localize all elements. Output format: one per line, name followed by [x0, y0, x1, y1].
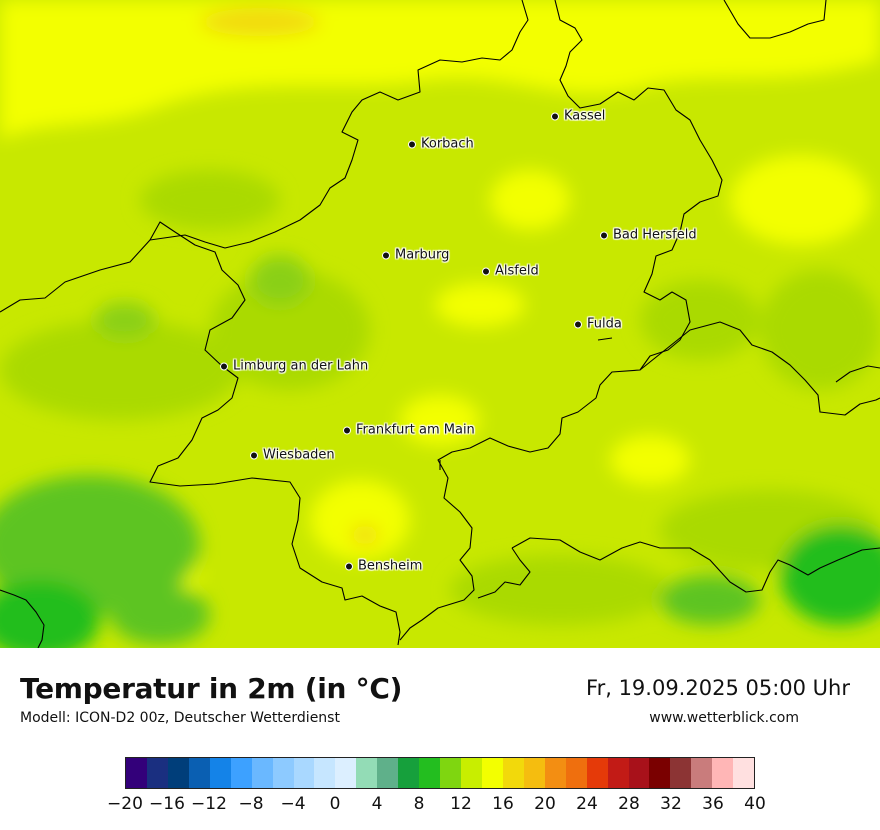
- color-scale-segment: [565, 758, 587, 788]
- city-marker-fulda: Fulda: [574, 317, 622, 332]
- color-scale-segment: [419, 758, 441, 788]
- map-title: Temperatur in 2m (in °C): [20, 672, 403, 705]
- color-scale-tick-label: 28: [618, 794, 640, 814]
- city-dot: [574, 320, 582, 328]
- color-scale-segment: [314, 758, 336, 788]
- city-marker-limburg: Limburg an der Lahn: [220, 359, 368, 374]
- color-scale-tick-label: 12: [450, 794, 472, 814]
- color-scale-segment: [628, 758, 650, 788]
- city-dot: [482, 267, 490, 275]
- city-label: Bad Hersfeld: [613, 227, 697, 243]
- color-scale-segment: [230, 758, 252, 788]
- color-scale-segment: [691, 758, 713, 788]
- color-scale-segment: [293, 758, 315, 788]
- color-scale-segment: [335, 758, 357, 788]
- city-dot: [345, 562, 353, 570]
- color-scale-segment: [481, 758, 503, 788]
- city-marker-wiesbaden: Wiesbaden: [250, 448, 335, 463]
- city-dot: [343, 426, 351, 434]
- color-scale-segment: [544, 758, 566, 788]
- city-label: Kassel: [564, 108, 606, 124]
- city-marker-alsfeld: Alsfeld: [482, 264, 539, 279]
- city-dot: [382, 251, 390, 259]
- city-label: Limburg an der Lahn: [233, 358, 369, 374]
- color-scale-segment: [167, 758, 189, 788]
- city-marker-bensheim: Bensheim: [345, 559, 422, 574]
- temperature-map: Kassel Korbach Bad Hersfeld Marburg Alsf…: [0, 0, 880, 648]
- color-scale-segment: [146, 758, 168, 788]
- map-canvas: [0, 0, 880, 648]
- color-scale-segment: [733, 758, 755, 788]
- color-scale-segment: [461, 758, 482, 788]
- color-scale-tick-label: −8: [238, 794, 264, 814]
- city-marker-korbach: Korbach: [408, 137, 474, 152]
- city-dot: [250, 451, 258, 459]
- color-scale-segment: [440, 758, 461, 788]
- city-label: Frankfurt am Main: [356, 422, 475, 438]
- city-label: Korbach: [421, 136, 474, 152]
- city-dot: [600, 231, 608, 239]
- forecast-datetime: Fr, 19.09.2025 05:00 Uhr: [586, 676, 850, 700]
- color-scale-tick-label: 16: [492, 794, 514, 814]
- color-scale-segment: [251, 758, 273, 788]
- color-scale-segment: [188, 758, 210, 788]
- color-scale-segment: [377, 758, 399, 788]
- color-scale-ticks: −20 −16 −12 −8 −4 0 4 8 12 16 20 24 28 32 36 40: [107, 794, 766, 818]
- color-scale-segment: [126, 758, 147, 788]
- color-scale-bar: [125, 757, 755, 789]
- color-scale-segment: [649, 758, 671, 788]
- city-label: Wiesbaden: [263, 447, 335, 463]
- color-scale-tick-label: 24: [576, 794, 598, 814]
- color-scale-tick-label: 20: [534, 794, 556, 814]
- color-scale-tick-label: −12: [191, 794, 227, 814]
- color-scale-segment: [670, 758, 692, 788]
- color-scale-tick-label: −4: [280, 794, 306, 814]
- color-scale-segment: [209, 758, 231, 788]
- city-label: Bensheim: [358, 558, 423, 574]
- color-scale-tick-label: 8: [413, 794, 425, 814]
- color-scale-segment: [398, 758, 420, 788]
- city-label: Alsfeld: [495, 263, 539, 279]
- city-marker-bad-hersfeld: Bad Hersfeld: [600, 228, 697, 243]
- color-scale-segment: [523, 758, 545, 788]
- color-scale-segment: [272, 758, 294, 788]
- color-scale-tick-label: 32: [660, 794, 682, 814]
- city-label: Fulda: [587, 316, 622, 332]
- color-scale-tick-label: 4: [371, 794, 383, 814]
- color-scale-tick-label: 40: [744, 794, 766, 814]
- color-scale-tick-label: 36: [702, 794, 724, 814]
- city-dot: [220, 362, 228, 370]
- color-scale-tick-label: 0: [329, 794, 341, 814]
- color-scale-segment: [712, 758, 734, 788]
- city-dot: [551, 112, 559, 120]
- state-borders: [0, 0, 880, 648]
- city-label: Marburg: [395, 247, 450, 263]
- color-scale-segment: [502, 758, 524, 788]
- city-marker-marburg: Marburg: [382, 248, 449, 263]
- color-scale-tick-label: −16: [149, 794, 185, 814]
- model-info: Modell: ICON-D2 00z, Deutscher Wetterdie…: [20, 710, 340, 726]
- color-scale-segment: [356, 758, 378, 788]
- color-scale-tick-label: −20: [107, 794, 143, 814]
- color-scale-segment: [607, 758, 629, 788]
- city-dot: [408, 140, 416, 148]
- legend-panel: Temperatur in 2m (in °C) Modell: ICON-D2…: [0, 648, 880, 830]
- city-marker-frankfurt: Frankfurt am Main: [343, 423, 475, 438]
- website-link[interactable]: www.wetterblick.com: [649, 710, 799, 726]
- color-scale-segment: [586, 758, 608, 788]
- temperature-patches: [0, 0, 880, 648]
- city-marker-kassel: Kassel: [551, 109, 605, 124]
